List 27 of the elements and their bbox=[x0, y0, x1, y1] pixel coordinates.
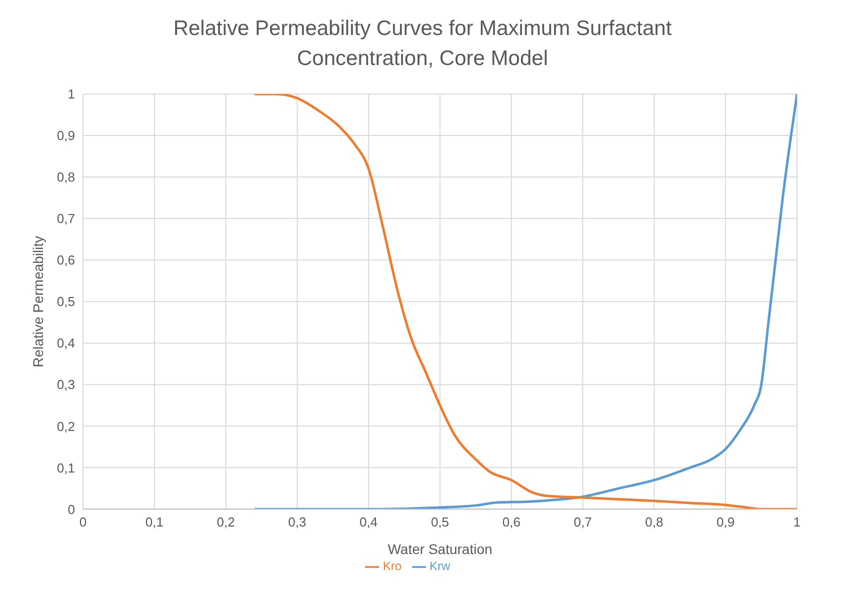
x-tick-label: 0,8 bbox=[645, 514, 664, 530]
y-tick-label: 0,4 bbox=[56, 336, 75, 351]
y-axis-title: Relative Permeability bbox=[30, 236, 46, 368]
x-tick-label: 0,7 bbox=[574, 514, 592, 530]
x-axis-title: Water Saturation bbox=[388, 541, 492, 558]
legend-label: Krw bbox=[430, 559, 450, 574]
x-tick-label: 0,3 bbox=[288, 514, 306, 530]
x-tick-label: 0 bbox=[79, 514, 87, 530]
y-tick-label: 0,3 bbox=[56, 377, 75, 392]
y-tick-label: 0 bbox=[68, 502, 75, 517]
y-tick-label: 0,5 bbox=[56, 294, 75, 310]
y-tick-label: 0,1 bbox=[56, 460, 75, 476]
y-tick-label: 0,6 bbox=[56, 252, 75, 268]
x-tick-label: 0,1 bbox=[145, 514, 164, 530]
x-tick-label: 0,9 bbox=[716, 514, 735, 530]
x-tick-label: 0,5 bbox=[430, 514, 450, 530]
x-tick-label: 0,2 bbox=[216, 514, 235, 530]
chart-title: Relative Permeability Curves for Maximum Surfactant Concentration, Core Model bbox=[172, 16, 673, 72]
y-tick-label: 0,2 bbox=[56, 418, 75, 434]
x-tick-label: 0,6 bbox=[502, 514, 520, 530]
y-tick-label: 0,8 bbox=[56, 170, 75, 185]
x-tick-label: 0,4 bbox=[360, 514, 378, 530]
y-tick-label: 0,9 bbox=[56, 128, 75, 144]
legend-label: Kro bbox=[382, 559, 402, 574]
x-tick-label: 1 bbox=[793, 514, 801, 530]
y-tick-label: 0,7 bbox=[56, 211, 75, 226]
y-tick-label: 1 bbox=[68, 86, 75, 102]
